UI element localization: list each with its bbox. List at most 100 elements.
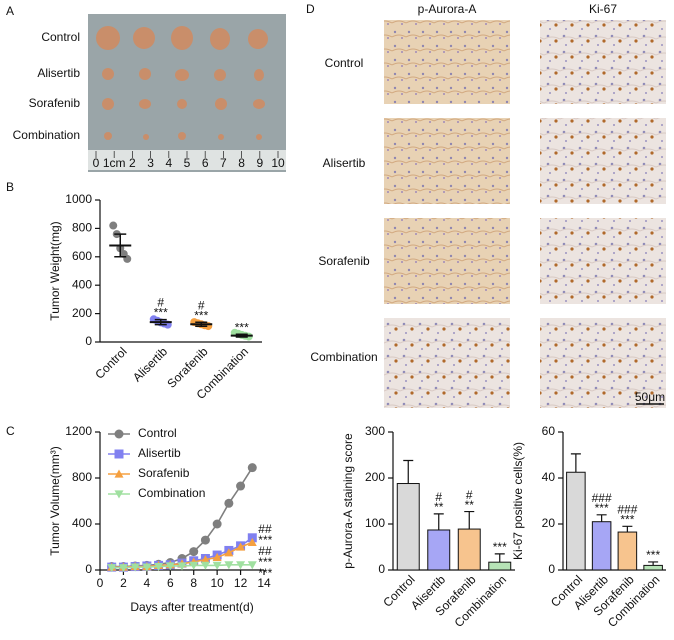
legend-label: Alisertib: [138, 446, 181, 460]
x-tick-label: 0: [97, 576, 104, 590]
error-bar: [433, 513, 444, 530]
bar: [457, 528, 481, 571]
panel-label: C: [6, 424, 15, 438]
marker: [236, 481, 246, 491]
ruler-label: 0: [93, 156, 100, 170]
x-tick-label: Alisertib: [130, 344, 170, 384]
row-label: Control: [41, 30, 80, 44]
marker: [165, 562, 175, 571]
ihc-grid: 50μm: [384, 20, 666, 408]
bar: [643, 564, 663, 571]
ruler-label: 4: [165, 156, 172, 170]
y-axis-label: Tumor Volume(mm³): [48, 446, 62, 556]
marker: [200, 555, 210, 564]
panel-label: D: [306, 2, 315, 16]
marker: [200, 561, 210, 570]
ruler-label: 6: [202, 156, 209, 170]
y-tick-label: 40: [542, 470, 556, 484]
bar: [396, 483, 420, 571]
annotation: ###: [617, 502, 637, 516]
y-tick-label: 200: [365, 470, 385, 484]
marker: [200, 535, 210, 545]
y-tick-label: 0: [85, 562, 92, 576]
y-tick-label: 300: [365, 424, 385, 438]
y-axis-label: Tumor Weight(mg): [48, 221, 62, 320]
panel-label: A: [6, 4, 14, 18]
annotation: ***: [258, 555, 272, 569]
error-bar: [464, 510, 475, 530]
annotation: ***: [235, 320, 249, 334]
column-label: Ki-67: [589, 2, 617, 16]
marker: [247, 537, 257, 546]
error-bar: [154, 318, 167, 326]
panel-label: B: [6, 180, 14, 194]
bar: [617, 531, 638, 571]
y-tick-label: 1200: [65, 424, 92, 438]
point: [109, 221, 118, 230]
annotation: ***: [258, 533, 272, 547]
error-bar: [195, 321, 208, 327]
legend-label: Combination: [138, 486, 205, 500]
row-label: Alisertib: [37, 66, 80, 80]
y-tick-label: 0: [85, 334, 92, 348]
annotation: **: [465, 498, 475, 512]
photo: [88, 14, 286, 172]
marker: [224, 548, 234, 557]
annotation: ##: [258, 522, 272, 536]
marker: [247, 533, 257, 543]
y-tick-label: 400: [72, 277, 92, 291]
y-tick-label: 800: [72, 221, 92, 235]
legend-marker: [114, 469, 124, 478]
bar: [427, 529, 451, 571]
error-bar: [596, 514, 607, 522]
row-label: Sorafenib: [29, 96, 81, 110]
marker: [212, 552, 222, 561]
legend-label: Control: [138, 426, 177, 440]
annotation: ***: [595, 501, 609, 515]
scale-bar-label: 50μm: [635, 390, 665, 404]
marker: [247, 463, 257, 473]
y-axis-label: p-Aurora-A staining score: [341, 433, 355, 569]
y-tick-label: 400: [72, 516, 92, 530]
y-tick-label: 20: [542, 516, 556, 530]
ruler-label: 10: [271, 156, 285, 170]
annotation: ***: [493, 540, 507, 554]
marker: [224, 498, 234, 508]
error-bar: [494, 553, 505, 563]
x-tick-label: 12: [234, 576, 248, 590]
annotation: **: [434, 500, 444, 514]
ruler-label: 5: [184, 156, 191, 170]
ruler-label: 3: [147, 156, 154, 170]
x-tick-label: 14: [257, 576, 271, 590]
marker: [236, 561, 246, 570]
bar: [488, 561, 512, 571]
ruler-label: 1cm: [103, 156, 126, 170]
annotation: ***: [620, 512, 634, 526]
y-tick-label: 800: [72, 470, 92, 484]
legend-marker: [114, 449, 124, 459]
legend-marker: [114, 490, 124, 499]
row-label: Combination: [13, 128, 80, 142]
error-bar: [570, 453, 581, 473]
error-bar: [114, 233, 127, 258]
y-axis-label: Ki-67 positive cells(%): [511, 442, 525, 560]
ruler-label: 7: [220, 156, 227, 170]
y-tick-label: 200: [72, 306, 92, 320]
annotation: #: [157, 296, 164, 310]
bar: [566, 471, 586, 571]
legend-label: Sorafenib: [138, 466, 190, 480]
marker: [177, 562, 187, 571]
x-tick-label: 2: [120, 576, 127, 590]
x-tick-label: 8: [190, 576, 197, 590]
marker: [247, 561, 257, 570]
marker: [154, 562, 164, 572]
marker: [236, 542, 246, 551]
marker: [118, 564, 128, 573]
annotation: ***: [194, 308, 208, 322]
marker: [224, 561, 234, 570]
ruler-label: 2: [129, 156, 136, 170]
x-tick-label: 10: [210, 576, 224, 590]
legend-marker: [114, 429, 124, 439]
marker: [212, 561, 222, 570]
